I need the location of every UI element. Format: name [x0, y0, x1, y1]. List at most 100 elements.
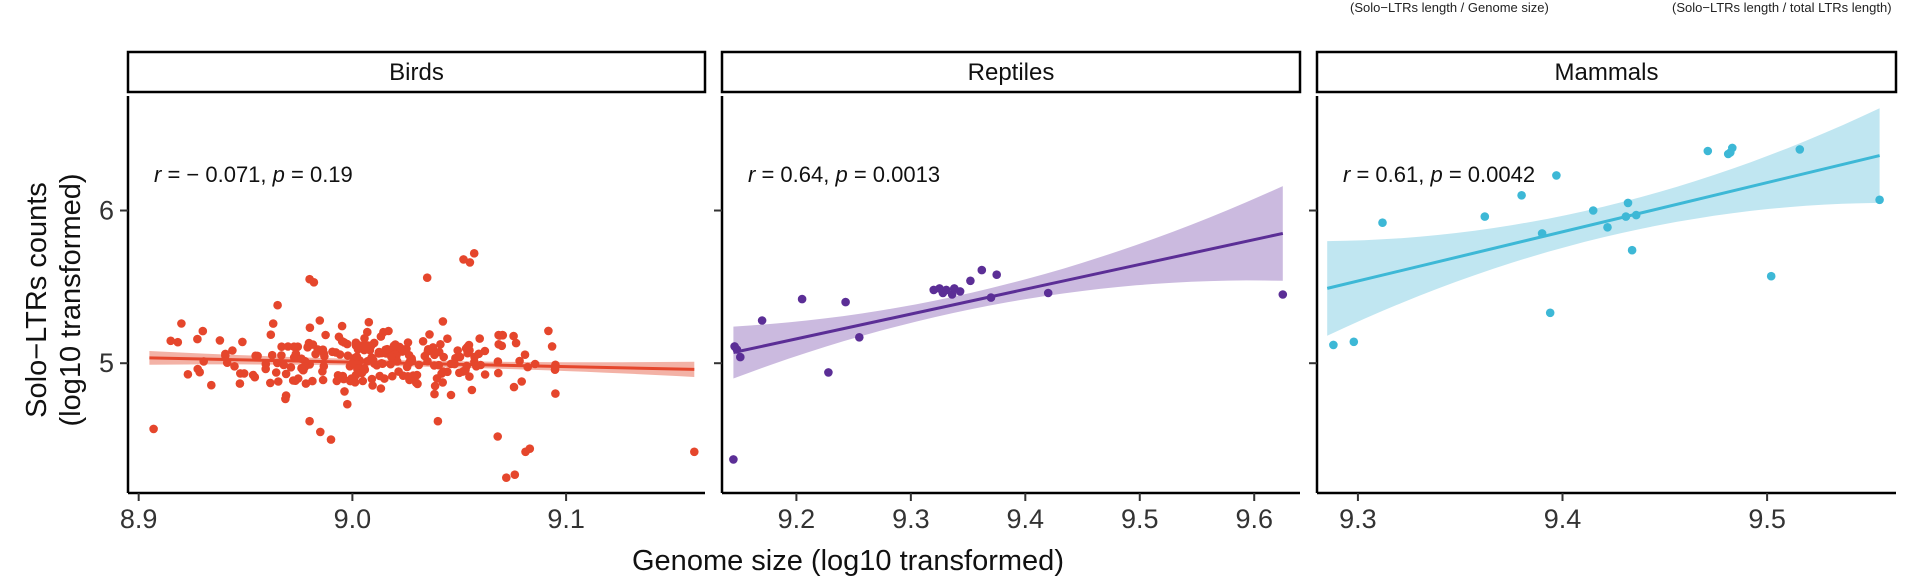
regression-line [733, 231, 1284, 354]
panel-strip [126, 50, 707, 94]
data-point [297, 363, 306, 373]
panel-birds: Birds 8.9 9.0 9.1 5 6 r = − 0.071, p = 0.19 [99, 50, 707, 534]
data-point [465, 372, 474, 381]
data-point [362, 342, 371, 352]
regression-line [149, 356, 695, 371]
data-point [966, 276, 975, 286]
data-point [319, 361, 329, 371]
data-point [1545, 308, 1555, 318]
data-point [494, 340, 504, 349]
x-tick-label: 9.2 [778, 504, 816, 534]
top-note-genome-ratio: (Solo−LTRs length / Genome size) [1350, 0, 1549, 15]
data-point [509, 331, 518, 341]
data-point [221, 349, 230, 359]
data-point [480, 370, 490, 379]
data-point [238, 337, 247, 347]
data-point [797, 294, 807, 304]
data-point [992, 270, 1001, 280]
data-point [281, 394, 290, 404]
data-point [467, 385, 477, 395]
data-point [955, 287, 965, 296]
panel-strip-label: Reptiles [968, 59, 1055, 86]
data-point [316, 427, 325, 437]
data-point [364, 317, 374, 327]
data-point [1349, 337, 1359, 347]
data-point [166, 336, 175, 346]
data-point [425, 330, 434, 339]
data-point [193, 334, 202, 344]
data-point [418, 337, 428, 346]
data-point [736, 352, 745, 362]
data-point [509, 382, 519, 392]
data-point [215, 336, 225, 345]
data-point [253, 351, 262, 361]
x-tick-label: 9.0 [334, 504, 372, 534]
data-point [1703, 146, 1713, 156]
data-point [277, 342, 286, 352]
data-point [757, 316, 767, 325]
data-point [207, 380, 216, 390]
data-point [729, 455, 738, 464]
data-point [502, 473, 511, 483]
data-point [446, 390, 456, 400]
data-point [343, 399, 352, 409]
data-point [239, 369, 249, 378]
data-point [494, 368, 503, 378]
data-point [1480, 212, 1490, 221]
y-tick-label: 5 [99, 348, 114, 378]
data-point [1728, 143, 1737, 153]
data-point [291, 376, 300, 386]
data-point [511, 338, 521, 348]
data-point [525, 444, 535, 454]
data-point [195, 367, 204, 377]
data-point [289, 342, 299, 352]
data-point [281, 369, 291, 379]
data-point [363, 327, 372, 337]
x-tick-label: 9.3 [1339, 504, 1377, 534]
correlation-annotation: r = 0.64, p = 0.0013 [748, 162, 940, 187]
data-point [318, 345, 328, 355]
panel-strip [720, 50, 1302, 94]
data-point [438, 317, 448, 326]
y-axis-title-line1: Solo−LTRs counts [21, 182, 53, 418]
data-point [520, 350, 530, 360]
data-point [443, 334, 452, 344]
x-tick-label: 8.9 [120, 504, 158, 534]
data-point [279, 360, 289, 370]
data-point [1517, 191, 1526, 200]
data-point [422, 273, 432, 283]
confidence-band [733, 186, 1283, 379]
data-point [309, 278, 319, 287]
data-point [367, 374, 377, 384]
data-point [841, 297, 850, 307]
data-point [411, 378, 421, 388]
data-point [318, 375, 328, 385]
data-point [433, 416, 443, 426]
panel-mammals: Mammals 9.3 9.4 9.5 r = 0.61, p = 0.0042 [1309, 50, 1898, 534]
data-point [430, 389, 439, 399]
data-point [1766, 271, 1776, 281]
panel-strip-label: Birds [389, 59, 444, 86]
data-point [394, 367, 403, 376]
data-point [1588, 206, 1598, 215]
data-point [1043, 288, 1053, 298]
data-point [382, 344, 392, 354]
data-point [343, 351, 353, 361]
data-point [430, 381, 440, 391]
data-point [517, 377, 526, 386]
data-point [368, 381, 377, 390]
regression-line [1326, 154, 1880, 290]
data-point [376, 332, 386, 341]
data-point [332, 376, 342, 386]
y-axis-title: Solo−LTRs counts (log10 transformed) [21, 173, 87, 426]
data-point [273, 300, 282, 310]
data-point [1378, 218, 1387, 227]
data-point [547, 342, 557, 351]
data-point [493, 432, 503, 441]
data-point [455, 352, 465, 362]
data-point [412, 370, 422, 380]
data-point [407, 354, 416, 363]
data-point [235, 379, 245, 388]
data-point [308, 376, 317, 386]
